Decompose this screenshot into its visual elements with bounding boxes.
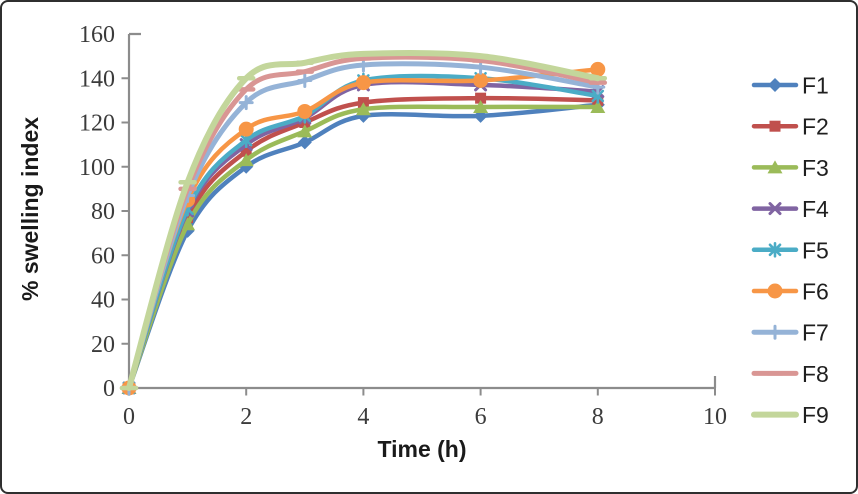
legend-item-F3: F3	[751, 155, 829, 181]
x-axis-title: Time (h)	[377, 436, 466, 462]
marker-F3-x4	[355, 102, 371, 116]
y-axis-title: % swelling index	[17, 117, 43, 301]
marker-F3-x3	[297, 124, 313, 138]
series-F1	[122, 97, 605, 395]
legend-item-F5: F5	[751, 237, 829, 263]
marker-F7-x4	[355, 57, 371, 73]
marker-F2-x2	[240, 145, 252, 157]
marker-F7-x2	[238, 95, 254, 111]
legend-marker-F5	[768, 242, 782, 258]
legend-marker-F4	[768, 202, 782, 216]
legend-item-F7: F7	[751, 320, 829, 346]
y-tick-label-20: 20	[91, 332, 115, 358]
axis-lines	[127, 34, 715, 390]
marker-F7-x3	[297, 72, 313, 88]
series-F3	[121, 100, 606, 394]
chart-legend: F1 F2 F3 F4 F5 F6 F7 F8 F9	[751, 73, 829, 428]
marker-F6-x6	[473, 72, 489, 88]
x-tick-label-2: 2	[240, 404, 252, 430]
series-line-F2	[126, 95, 601, 391]
y-tick-label-140: 140	[79, 66, 115, 92]
legend-item-F9: F9	[751, 402, 829, 428]
marker-F6-x3	[297, 103, 313, 119]
y-tick-label-0: 0	[103, 376, 115, 402]
legend-item-F4: F4	[751, 196, 829, 222]
marker-F3-x6	[473, 100, 489, 114]
x-tick-label-10: 10	[703, 404, 727, 430]
legend-label-F1: F1	[802, 73, 829, 99]
legend-marker-F7	[767, 324, 783, 340]
marker-F6-x8	[590, 61, 606, 77]
x-tick-label-8: 8	[592, 404, 604, 430]
x-tick-label-0: 0	[123, 404, 135, 430]
y-tick-label-100: 100	[79, 155, 115, 181]
marker-F2-x6	[475, 92, 487, 104]
marker-F6-x2	[238, 121, 254, 137]
y-tick-label-60: 60	[91, 243, 115, 269]
y-tick-label-120: 120	[79, 111, 115, 137]
legend-label-F7: F7	[802, 320, 829, 346]
legend-marker-F6	[767, 283, 783, 299]
y-tick-label-80: 80	[91, 199, 115, 225]
legend-item-F8: F8	[751, 361, 829, 387]
marker-F3-x1	[180, 217, 196, 231]
legend-marker-F3	[767, 160, 783, 174]
legend-marker-F1	[768, 78, 782, 92]
legend-label-F5: F5	[802, 237, 829, 263]
marker-F3-x2	[238, 153, 254, 167]
legend-label-F9: F9	[802, 402, 829, 428]
marker-F7-x6	[473, 59, 489, 75]
marker-F1-x3	[297, 135, 312, 150]
marker-F3-x8	[590, 100, 606, 114]
legend-marker-F2	[769, 120, 781, 132]
plot-area: 0 20 40 60 80 100 120 140 160 0 2 4 6 8 10	[79, 22, 727, 430]
legend-label-F6: F6	[802, 279, 829, 305]
x-tick-label-6: 6	[475, 404, 487, 430]
x-tick-label-4: 4	[357, 404, 369, 430]
y-tick-label-40: 40	[91, 288, 115, 314]
series-F2	[123, 92, 604, 394]
legend-item-F6: F6	[751, 279, 829, 305]
legend-item-F1: F1	[751, 73, 829, 99]
legend-item-F2: F2	[751, 114, 829, 140]
series-line-F4	[126, 79, 601, 391]
marker-F6-x4	[355, 75, 371, 91]
series-F4	[122, 78, 605, 395]
series-F9	[119, 50, 608, 391]
legend-label-F2: F2	[802, 114, 829, 140]
legend-label-F8: F8	[802, 361, 829, 387]
legend-label-F4: F4	[802, 196, 829, 222]
legend-label-F3: F3	[802, 155, 829, 181]
y-tick-label-160: 160	[79, 22, 115, 48]
